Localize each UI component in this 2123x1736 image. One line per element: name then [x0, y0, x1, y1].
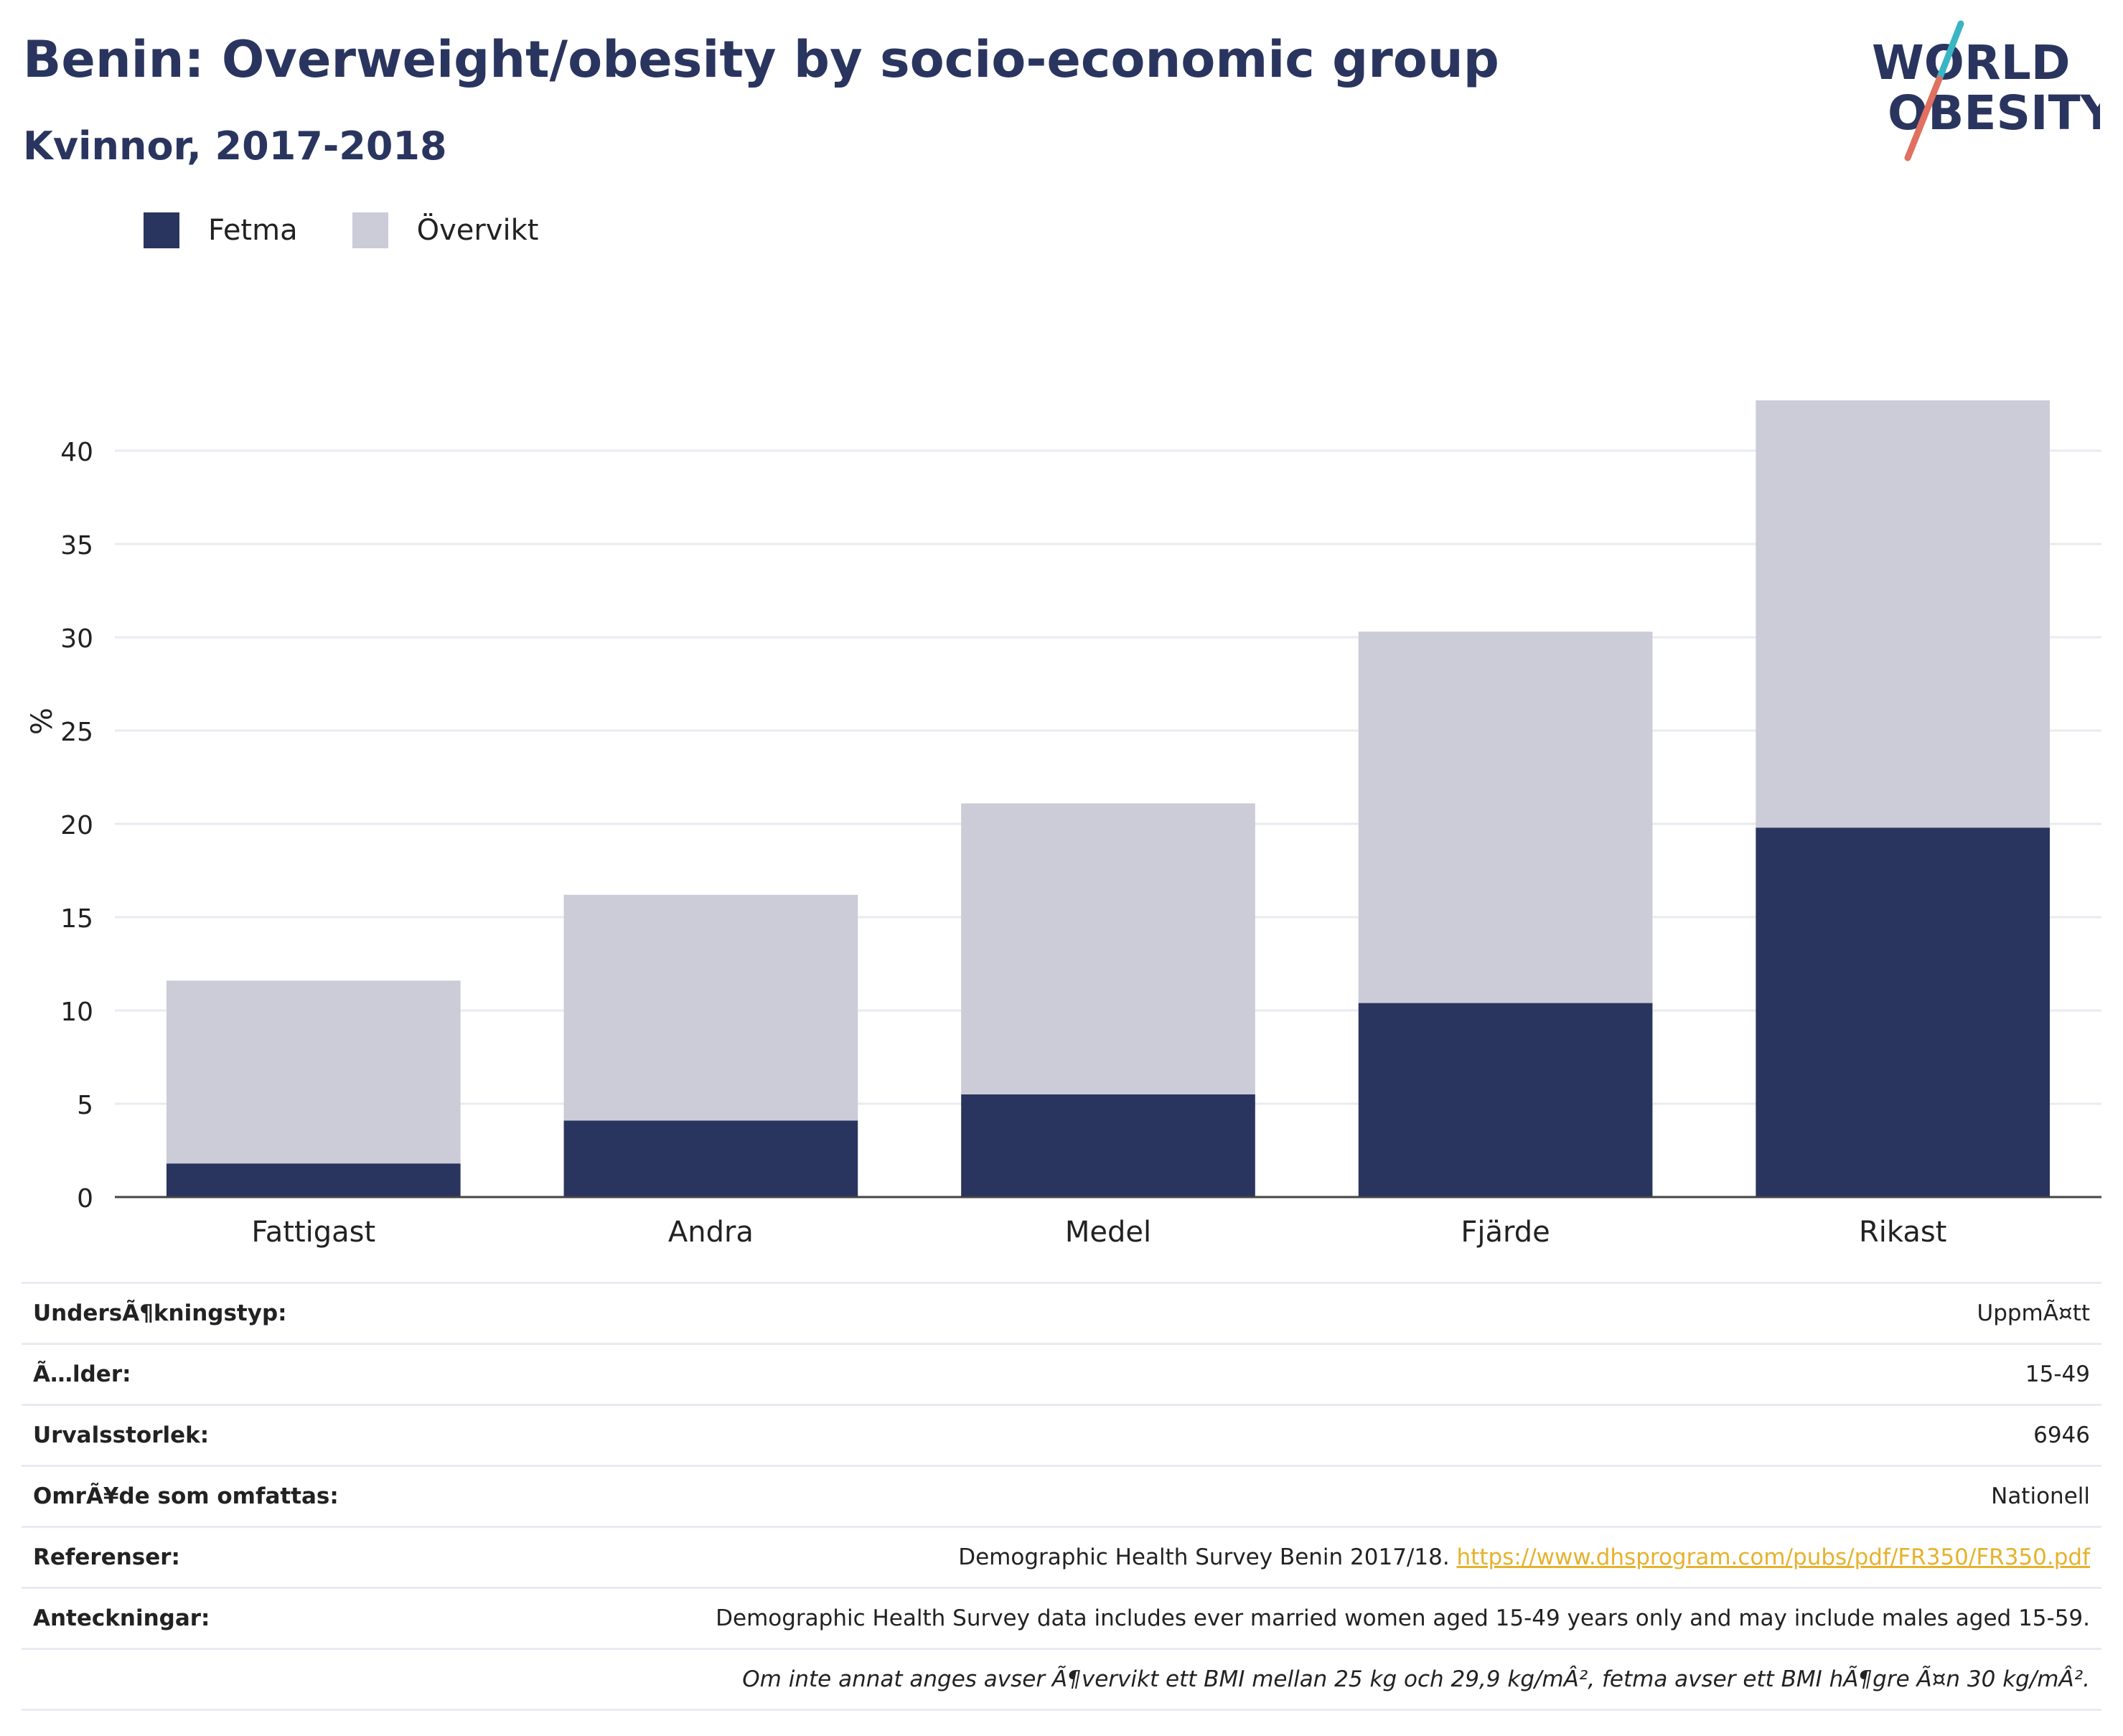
logo-slash-bottom — [1904, 75, 1943, 161]
y-tick-label: 25 — [60, 718, 93, 747]
x-tick-label: Andra — [668, 1216, 754, 1249]
info-label-sample-size: Urvalsstorlek: — [33, 1422, 210, 1448]
bar-segment — [563, 1120, 858, 1197]
bar-segment — [961, 1094, 1255, 1197]
x-tick-label: Fattigast — [251, 1216, 375, 1249]
y-tick-label: 10 — [60, 998, 93, 1027]
bar-segment — [961, 803, 1255, 1094]
info-label-survey-type: UndersÃ¶kningstyp: — [33, 1300, 287, 1326]
info-row-references: Referenser: Demographic Health Survey Be… — [22, 1526, 2101, 1587]
world-obesity-logo: WORLD OBESITY — [1872, 20, 2100, 161]
bar-segment — [563, 894, 858, 1121]
chart-subtitle: Kvinnor, 2017-2018 — [23, 123, 447, 169]
info-row-area: OmrÃ¥de som omfattas: Nationell — [22, 1465, 2101, 1526]
y-tick-label: 5 — [77, 1091, 93, 1120]
info-footnote: Om inte annat anges avser Ã¶vervikt ett … — [742, 1666, 2090, 1692]
info-row-age: Ã…lder: 15-49 — [22, 1343, 2101, 1404]
info-label-area: OmrÃ¥de som omfattas: — [33, 1483, 339, 1509]
y-axis-label: % — [26, 708, 59, 735]
info-table: UndersÃ¶kningstyp: UppmÃ¤tt Ã…lder: 15-4… — [22, 1282, 2101, 1711]
info-value-references: Demographic Health Survey Benin 2017/18.… — [958, 1544, 2101, 1570]
info-label-age: Ã…lder: — [33, 1361, 131, 1387]
info-label-references: Referenser: — [33, 1544, 180, 1570]
info-row-notes: Anteckningar: Demographic Health Survey … — [22, 1587, 2101, 1648]
x-tick-label: Medel — [1065, 1216, 1151, 1249]
info-value-age: 15-49 — [2025, 1361, 2090, 1387]
info-row-sample-size: Urvalsstorlek: 6946 — [22, 1404, 2101, 1465]
x-tick-label: Fjärde — [1461, 1216, 1550, 1249]
y-tick-label: 30 — [60, 624, 93, 654]
legend-swatch-overvikt — [352, 212, 388, 248]
y-tick-label: 0 — [77, 1184, 93, 1214]
x-tick-label: Rikast — [1859, 1216, 1946, 1249]
y-tick-label: 20 — [60, 811, 93, 840]
reference-text: Demographic Health Survey Benin 2017/18. — [958, 1544, 1457, 1570]
bar-chart: 0 5 10 15 20 25 30 35 40% Fattigast Andra Medel Fjär… — [26, 400, 2101, 1249]
chart-legend: Fetma Övervikt — [144, 212, 593, 248]
legend-item-overvikt[interactable]: Övervikt — [352, 212, 539, 248]
info-row-survey-type: UndersÃ¶kningstyp: UppmÃ¤tt — [22, 1282, 2101, 1343]
reference-link[interactable]: https://www.dhsprogram.com/pubs/pdf/FR35… — [1456, 1544, 2090, 1570]
info-value-area: Nationell — [1991, 1483, 2090, 1509]
bar-segment — [1756, 400, 2051, 828]
legend-label-overvikt: Övervikt — [416, 214, 539, 247]
logo-text-world: WORLD — [1872, 35, 2071, 90]
info-row-footnote: Om inte annat anges avser Ã¶vervikt ett … — [22, 1648, 2101, 1711]
y-tick-label: 40 — [60, 438, 93, 467]
bar-segment — [1756, 827, 2051, 1197]
y-tick-label: 15 — [60, 904, 93, 934]
chart-title: Benin: Overweight/obesity by socio-econo… — [23, 30, 1499, 89]
bar-segment — [1358, 1003, 1653, 1197]
y-tick-label: 35 — [60, 531, 93, 560]
info-label-notes: Anteckningar: — [33, 1605, 210, 1631]
bar-segment — [166, 980, 461, 1164]
legend-swatch-fetma — [144, 212, 179, 248]
info-value-survey-type: UppmÃ¤tt — [1977, 1300, 2090, 1326]
bar-segment — [166, 1163, 461, 1197]
legend-item-fetma[interactable]: Fetma — [144, 212, 298, 248]
logo-slash-top — [1936, 20, 1964, 83]
info-value-sample-size: 6946 — [2033, 1422, 2090, 1448]
bar-segment — [1358, 632, 1653, 1003]
info-value-notes: Demographic Health Survey data includes … — [716, 1605, 2090, 1631]
legend-label-fetma: Fetma — [208, 214, 298, 247]
